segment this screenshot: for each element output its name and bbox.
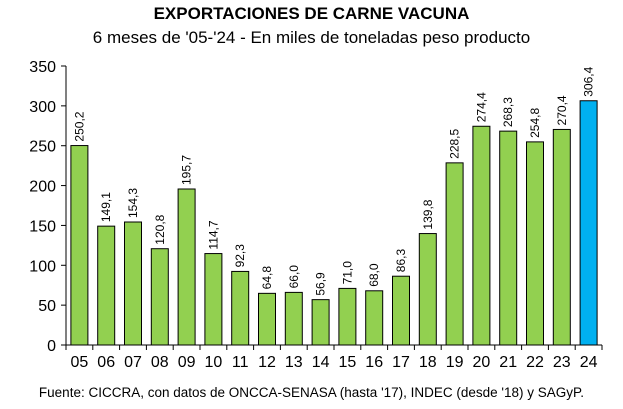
y-tick-label: 350 — [29, 59, 56, 76]
bar — [204, 253, 223, 346]
data-label: 120,8 — [153, 214, 167, 244]
data-label: 114,7 — [206, 220, 220, 249]
data-label: 270,4 — [555, 95, 569, 125]
bar — [124, 221, 142, 346]
bar — [418, 233, 437, 346]
bar — [338, 287, 357, 346]
y-axis: 0 50 100 150 200 250 300 350 — [29, 59, 67, 355]
bar — [177, 188, 196, 346]
bar — [472, 125, 491, 346]
y-tick-label: 300 — [29, 99, 56, 116]
data-label: 250,2 — [72, 111, 86, 141]
bar — [526, 141, 544, 346]
data-label: 195,7 — [180, 155, 194, 185]
y-tick-label: 150 — [29, 218, 56, 235]
bar — [579, 100, 598, 346]
data-label: 92,3 — [233, 244, 247, 268]
x-tick-label: 13 — [285, 354, 303, 371]
x-tick-label: 19 — [446, 354, 464, 371]
y-tick-label: 0 — [47, 338, 56, 355]
chart-subtitle: 6 meses de '05-'24 - En miles de tonelad… — [92, 28, 531, 47]
bar — [392, 275, 410, 346]
data-label: 139,8 — [421, 199, 435, 229]
bar — [258, 292, 276, 346]
x-tick-label: 18 — [419, 354, 437, 371]
bar — [311, 299, 330, 346]
data-label: 306,4 — [582, 66, 596, 96]
x-tick-label: 22 — [526, 354, 544, 371]
x-tick-label: 17 — [392, 354, 410, 371]
y-tick-label: 100 — [29, 258, 56, 275]
bar — [445, 162, 464, 346]
x-tick-label: 07 — [124, 354, 142, 371]
data-label: 86,3 — [394, 249, 408, 273]
data-label: 64,8 — [260, 266, 274, 290]
bar — [284, 291, 303, 346]
x-tick-label: 10 — [205, 354, 223, 371]
data-label: 228,5 — [448, 128, 462, 158]
y-tick-label: 250 — [29, 139, 56, 156]
bar — [70, 145, 89, 346]
x-tick-label: 20 — [473, 354, 491, 371]
data-label: 68,0 — [367, 263, 381, 287]
data-label: 274,4 — [474, 92, 488, 122]
x-tick-label: 06 — [97, 354, 115, 371]
x-tick-label: 14 — [312, 354, 330, 371]
bar — [97, 225, 116, 346]
y-tick-label: 200 — [29, 179, 56, 196]
x-tick-label: 09 — [178, 354, 196, 371]
data-label: 56,9 — [314, 272, 328, 296]
x-tick-label: 15 — [339, 354, 357, 371]
bars — [70, 100, 598, 346]
data-label: 149,1 — [99, 192, 113, 222]
x-tick-label: 23 — [553, 354, 571, 371]
bar — [150, 248, 169, 346]
bar — [552, 128, 571, 346]
x-tick-label: 24 — [580, 354, 598, 371]
chart-source: Fuente: CICCRA, con datos de ONCCA-SENAS… — [38, 385, 585, 400]
bar — [231, 270, 250, 346]
data-label: 254,8 — [528, 108, 542, 138]
x-tick-label: 05 — [71, 354, 89, 371]
data-label: 66,0 — [287, 265, 301, 289]
x-axis: 05 06 07 08 09 10 11 12 13 14 15 16 17 18 19 20 21 22 23 24 — [65, 344, 603, 371]
bar — [499, 130, 518, 346]
x-tick-label: 21 — [499, 354, 517, 371]
x-tick-label: 12 — [258, 354, 276, 371]
x-tick-label: 11 — [232, 354, 249, 371]
data-label: 71,0 — [340, 261, 354, 285]
data-label: 268,3 — [501, 97, 515, 127]
data-label: 154,3 — [126, 188, 140, 218]
x-tick-label: 08 — [151, 354, 169, 371]
x-tick-label: 16 — [365, 354, 383, 371]
chart-title: EXPORTACIONES DE CARNE VACUNA — [153, 4, 470, 23]
y-tick-label: 50 — [38, 298, 56, 315]
data-labels: 250,2 149,1 154,3 120,8 195,7 114,7 92,3 64,8 66… — [72, 66, 595, 295]
bar — [365, 290, 384, 346]
